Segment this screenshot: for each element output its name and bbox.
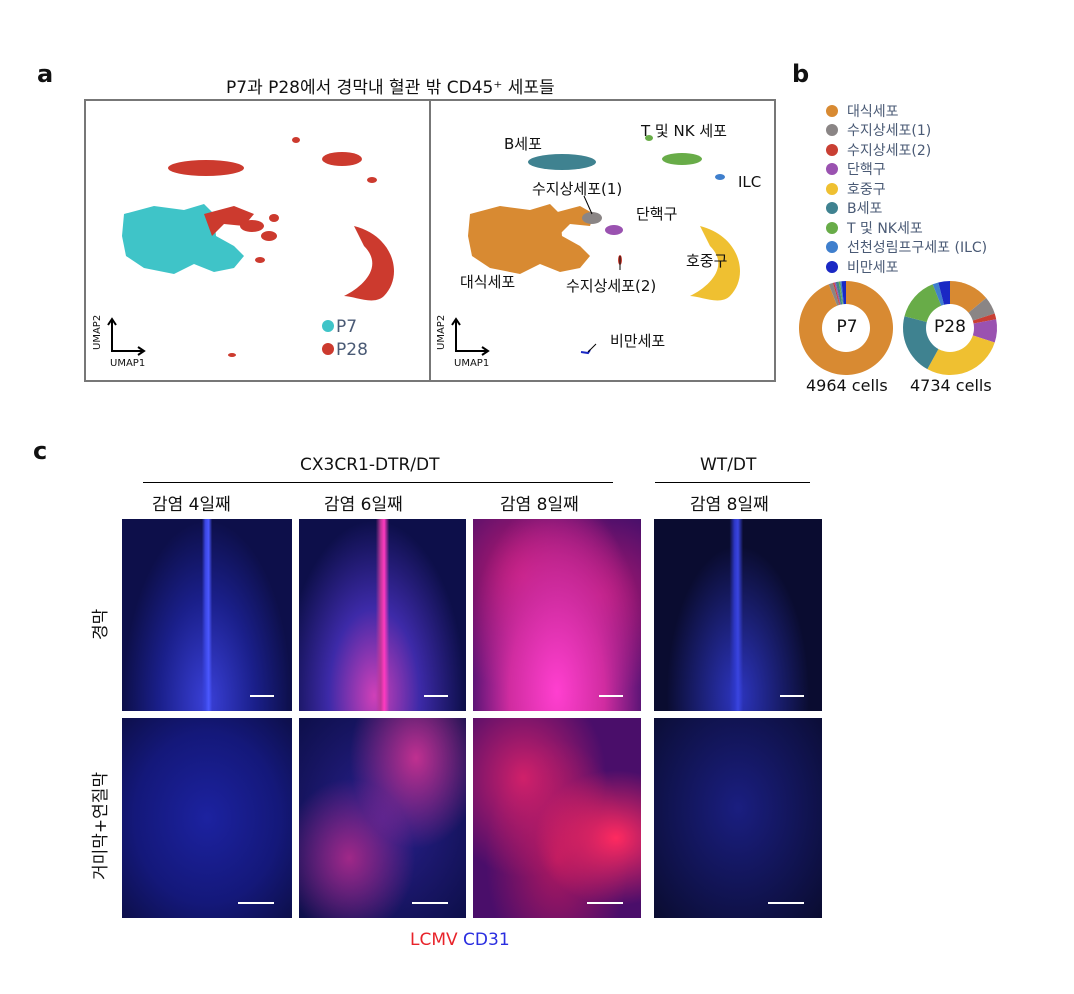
- group-cx3cr1-line: [143, 482, 613, 483]
- umap-left-ylabel: UMAP2: [92, 314, 103, 350]
- cluster-dc1: [582, 212, 602, 224]
- col-label-wt-day8: 감염 8일째: [690, 495, 769, 515]
- legend-dot-p28: [322, 343, 334, 355]
- cluster-neut: [690, 226, 740, 301]
- legend-item-label: 선천성림프구세포 (ILC): [847, 240, 988, 257]
- group-cx3cr1: CX3CR1-DTR/DT: [300, 455, 440, 475]
- legend-item-label: B세포: [847, 201, 883, 218]
- stain-lcmv: LCMV: [410, 930, 458, 950]
- cluster-bcell: [528, 154, 596, 170]
- panel-a-letter: a: [37, 60, 54, 88]
- label-dc2: 수지상세포(2): [566, 277, 657, 295]
- micro-arach-wt-day8: [654, 718, 822, 918]
- panel-b-donuts: [799, 281, 997, 375]
- umap-right-ylabel: UMAP2: [436, 314, 447, 350]
- col-label-day4: 감염 4일째: [152, 495, 231, 515]
- cluster-tnk: [662, 153, 702, 165]
- legend-swatch: [826, 241, 838, 254]
- micro-dura-day8: [473, 519, 641, 711]
- label-tnk: T 및 NK 세포: [641, 122, 727, 140]
- legend-item-label: T 및 NK세포: [847, 220, 923, 237]
- micro-dura-day4: [122, 519, 292, 711]
- cell-type-legend-item: 선천성림프구세포 (ILC): [826, 238, 987, 258]
- legend-swatch: [826, 202, 838, 215]
- legend-swatch: [826, 163, 838, 176]
- label-ilc: ILC: [738, 173, 762, 191]
- cell-type-legend-item: 수지상세포(2): [826, 140, 987, 160]
- cell-type-legend-item: 단핵구: [826, 160, 987, 180]
- legend-item-label: 비만세포: [847, 259, 899, 276]
- cell-type-legend-item: B세포: [826, 199, 987, 219]
- legend-item-label: 단핵구: [847, 162, 886, 179]
- group-wt: WT/DT: [700, 455, 757, 475]
- label-bcell: B세포: [504, 135, 542, 153]
- panel-b-letter: b: [792, 60, 810, 88]
- col-label-day8: 감염 8일째: [500, 495, 579, 515]
- donut-p7-center: P7: [836, 317, 858, 337]
- umap-right-xlabel: UMAP1: [454, 358, 490, 369]
- legend-label-p28: P28: [336, 340, 368, 360]
- panel-a-title: P7과 P28에서 경막내 혈관 밖 CD45⁺ 세포들: [226, 78, 555, 98]
- legend-swatch: [826, 124, 838, 137]
- donut-p28-caption: 4734 cells: [910, 376, 992, 395]
- umap-left-clusters: [122, 137, 394, 357]
- legend-item-label: 대식세포: [847, 103, 899, 120]
- cell-type-legend-item: 호중구: [826, 179, 987, 199]
- legend-swatch: [826, 143, 838, 156]
- label-mono: 단핵구: [636, 205, 678, 223]
- cluster-p28-top: [168, 160, 244, 176]
- cell-type-legend-item: 비만세포: [826, 257, 987, 277]
- cluster-mono: [605, 225, 623, 235]
- legend-swatch: [826, 221, 838, 234]
- group-wt-line: [655, 482, 810, 483]
- label-dc1: 수지상세포(1): [532, 180, 623, 198]
- row-label-dura: 경막: [91, 608, 111, 640]
- col-label-day6: 감염 6일째: [324, 495, 403, 515]
- cell-type-legend-item: 수지상세포(1): [826, 121, 987, 141]
- donut-p7-caption: 4964 cells: [806, 376, 888, 395]
- legend-item-label: 수지상세포(1): [847, 123, 932, 140]
- umap-left-xlabel: UMAP1: [110, 358, 146, 369]
- umap-right-clusters: [468, 135, 740, 355]
- micro-arach-day8: [473, 718, 641, 918]
- micro-dura-day6: [299, 519, 466, 711]
- umap-frame-right: [429, 99, 776, 382]
- label-mast: 비만세포: [610, 332, 666, 350]
- legend-dot-p7: [322, 320, 334, 332]
- micro-dura-wt-day8: [654, 519, 822, 711]
- cell-type-legend-item: T 및 NK세포: [826, 218, 987, 238]
- stain-cd31: CD31: [463, 930, 510, 950]
- legend-swatch: [826, 260, 838, 273]
- panel-a-umap-plots: [84, 99, 776, 382]
- legend-label-p7: P7: [336, 317, 358, 337]
- micro-arach-day4: [122, 718, 292, 918]
- label-macro: 대식세포: [460, 273, 516, 291]
- cell-type-legend-item: 대식세포: [826, 101, 987, 121]
- stain-caption: LCMV CD31: [410, 930, 510, 950]
- legend-item-label: 수지상세포(2): [847, 142, 932, 159]
- label-neut: 호중구: [686, 252, 728, 270]
- donut-p28-center: P28: [934, 317, 966, 337]
- legend-item-label: 호중구: [847, 181, 886, 198]
- panel-c-letter: c: [33, 437, 48, 465]
- row-label-arach: 거미막+연질막: [91, 771, 111, 880]
- cluster-ilc: [715, 174, 725, 180]
- cluster-p28-neut: [344, 226, 394, 301]
- legend-swatch: [826, 104, 838, 117]
- micro-arach-day6: [299, 718, 466, 918]
- legend-swatch: [826, 182, 838, 195]
